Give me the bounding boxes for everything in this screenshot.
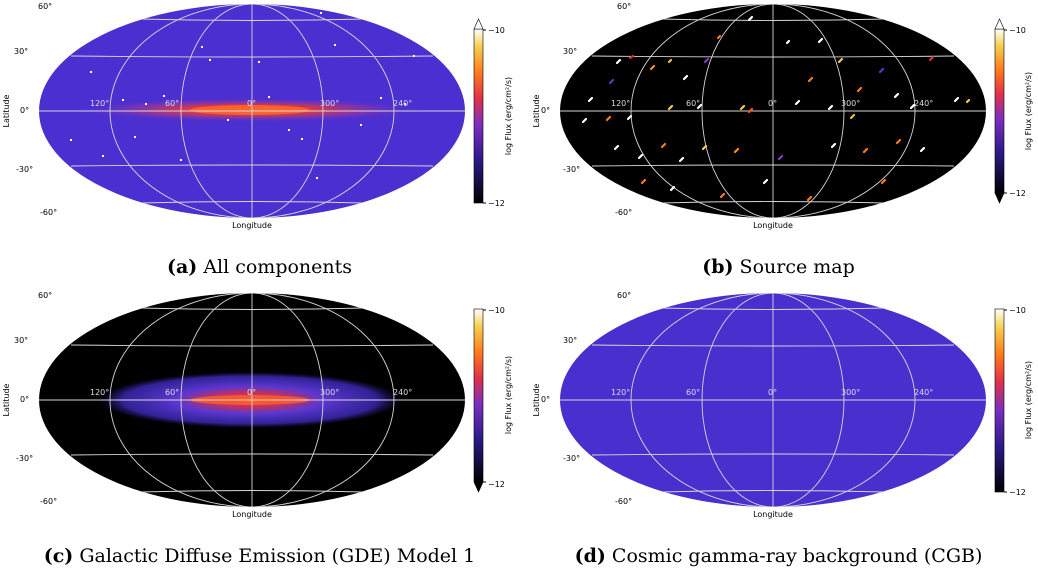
sky-map-a: 60° 30° 0° -30° -60° 120° 60° 0° 300° 24…: [2, 2, 513, 230]
lon-tick-120: 120°: [611, 99, 630, 108]
y-axis-label: Latitude: [532, 383, 541, 416]
lon-tick-240: 240°: [393, 388, 412, 397]
x-axis-label: Longitude: [232, 510, 272, 519]
panel-a: 60° 30° 0° -30° -60° 120° 60° 0° 300° 24…: [0, 0, 519, 289]
lat-tick-30: 30°: [14, 336, 28, 345]
lon-tick-120: 120°: [611, 388, 630, 397]
lon-tick-0: 0°: [768, 99, 777, 108]
lon-tick-60: 60°: [165, 388, 179, 397]
caption-b: (b) Source map: [702, 256, 855, 278]
lat-tick-60: 60°: [38, 2, 52, 11]
galactic-center-glow: [190, 105, 310, 115]
lon-tick-300: 300°: [320, 388, 339, 397]
colorbar-extend-min: [473, 481, 484, 493]
caption-a: (a) All components: [166, 256, 353, 278]
colorbar-bottom-tick: −12: [488, 480, 505, 489]
colorbar-bottom-tick: −12: [1009, 488, 1026, 497]
lat-tick-m60: -60°: [40, 497, 57, 506]
caption-d: (d) Cosmic gamma-ray background (CGB): [574, 545, 983, 567]
lat-tick-30: 30°: [14, 47, 28, 56]
y-axis-label: Latitude: [2, 94, 11, 127]
lat-tick-0: 0°: [20, 106, 29, 115]
colorbar-label: log Flux (erg/cm²/s): [504, 356, 513, 434]
lat-tick-60: 60°: [38, 291, 52, 300]
lat-tick-m60: -60°: [615, 208, 632, 217]
colorbar-label: log Flux (erg/cm²/s): [1024, 72, 1033, 150]
lat-tick-m30: -30°: [16, 454, 33, 463]
colorbar-bottom-tick: −12: [488, 199, 505, 208]
colorbar-label: log Flux (erg/cm²/s): [1024, 361, 1033, 439]
lat-tick-m60: -60°: [615, 497, 632, 506]
lon-tick-0: 0°: [247, 388, 256, 397]
panel-c: 60° 30° 0° -30° -60° 120° 60° 0° 300° 24…: [0, 289, 519, 578]
colorbar: −10 −12 log Flux (erg/cm²/s): [473, 306, 513, 493]
y-axis-label: Latitude: [2, 383, 11, 416]
lat-tick-m30: -30°: [563, 454, 580, 463]
caption-c: (c) Galactic Diffuse Emission (GDE) Mode…: [43, 545, 476, 567]
colorbar-extend-min: [994, 192, 1005, 204]
colorbar-top-tick: −10: [488, 306, 505, 315]
lat-tick-30: 30°: [563, 47, 577, 56]
panel-d: 60° 30° 0° -30° -60° 120° 60° 0° 300° 24…: [519, 289, 1038, 578]
colorbar-label: log Flux (erg/cm²/s): [504, 77, 513, 155]
lon-tick-60: 60°: [686, 99, 700, 108]
colorbar: −10 −12 log Flux (erg/cm²/s): [994, 306, 1033, 497]
lat-tick-60: 60°: [617, 291, 631, 300]
x-axis-label: Longitude: [232, 221, 272, 230]
lon-tick-240: 240°: [914, 388, 933, 397]
lat-tick-0: 0°: [541, 106, 550, 115]
point-sources: [70, 12, 415, 179]
colorbar: −10 −12 log Flux (erg/cm²/s): [994, 18, 1033, 204]
lon-tick-300: 300°: [320, 99, 339, 108]
lon-tick-300: 300°: [841, 99, 860, 108]
lat-tick-m30: -30°: [563, 165, 580, 174]
colorbar-top-tick: −10: [1009, 306, 1026, 315]
sky-map-c: 60° 30° 0° -30° -60° 120° 60° 0° 300° 24…: [2, 291, 513, 519]
lat-tick-0: 0°: [20, 395, 29, 404]
lon-tick-120: 120°: [90, 99, 109, 108]
panel-b: 60° 30° 0° -30° -60° 120° 60° 0° 300° 24…: [519, 0, 1038, 289]
point-sources: [581, 15, 971, 202]
lon-tick-240: 240°: [393, 99, 412, 108]
lon-tick-240: 240°: [914, 99, 933, 108]
lat-tick-0: 0°: [541, 395, 550, 404]
colorbar-extend-max: [473, 18, 484, 30]
colorbar-top-tick: −10: [488, 26, 505, 35]
lon-tick-0: 0°: [247, 99, 256, 108]
lon-tick-120: 120°: [90, 388, 109, 397]
lon-tick-60: 60°: [165, 99, 179, 108]
x-axis-label: Longitude: [753, 221, 793, 230]
lat-tick-m60: -60°: [40, 208, 57, 217]
colorbar: −10 −12 log Flux (erg/cm²/s): [473, 18, 513, 208]
colorbar-extend-max: [994, 18, 1005, 30]
lat-tick-30: 30°: [563, 336, 577, 345]
lon-tick-300: 300°: [841, 388, 860, 397]
lon-tick-60: 60°: [686, 388, 700, 397]
lat-tick-60: 60°: [617, 2, 631, 11]
lon-tick-0: 0°: [768, 388, 777, 397]
sky-map-d: 60° 30° 0° -30° -60° 120° 60° 0° 300° 24…: [532, 291, 1033, 519]
colorbar-bottom-tick: −12: [1009, 189, 1026, 198]
sky-map-b: 60° 30° 0° -30° -60° 120° 60° 0° 300° 24…: [532, 2, 1033, 230]
lat-tick-m30: -30°: [16, 165, 33, 174]
x-axis-label: Longitude: [753, 510, 793, 519]
y-axis-label: Latitude: [532, 94, 541, 127]
colorbar-top-tick: −10: [1009, 26, 1026, 35]
